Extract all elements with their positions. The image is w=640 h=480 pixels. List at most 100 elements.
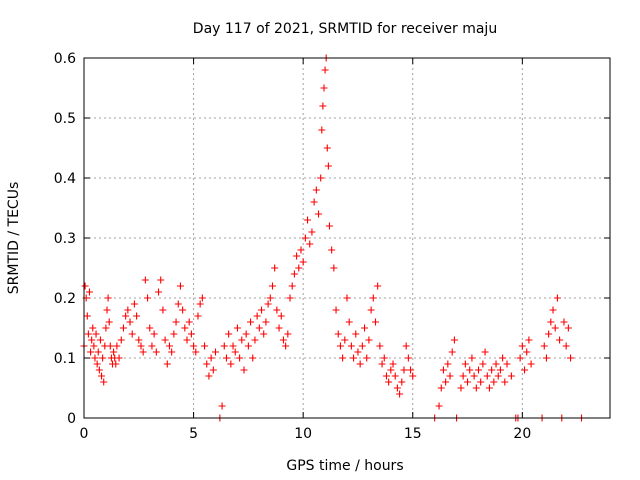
data-point <box>271 264 279 272</box>
data-point <box>347 342 355 350</box>
data-point <box>358 342 366 350</box>
data-point <box>378 360 386 368</box>
x-axis-label: GPS time / hours <box>286 458 403 474</box>
data-point <box>104 294 112 302</box>
data-point <box>376 342 384 350</box>
data-point <box>181 324 189 332</box>
data-point <box>90 342 98 350</box>
data-point <box>461 360 469 368</box>
data-point <box>150 330 158 338</box>
data-point <box>286 294 294 302</box>
y-tick-label: 0.6 <box>54 51 76 67</box>
data-point <box>218 402 226 410</box>
data-point <box>551 324 559 332</box>
data-point <box>205 372 213 380</box>
data-point <box>470 372 478 380</box>
data-point <box>240 366 248 374</box>
data-point <box>146 324 154 332</box>
data-point <box>336 342 344 350</box>
data-point <box>319 102 327 110</box>
data-point <box>91 354 99 362</box>
data-point <box>207 354 215 362</box>
data-point <box>488 366 496 374</box>
data-point <box>492 360 500 368</box>
data-point <box>341 336 349 344</box>
data-point <box>475 366 482 374</box>
data-point <box>315 210 323 218</box>
data-point <box>450 336 458 344</box>
data-point <box>258 306 266 314</box>
data-point <box>201 342 209 350</box>
data-point <box>251 336 259 344</box>
data-point <box>525 336 533 344</box>
data-point <box>396 390 404 398</box>
data-point <box>310 198 318 206</box>
data-point <box>385 378 393 386</box>
data-point <box>324 162 332 170</box>
data-points <box>80 54 586 422</box>
data-point <box>494 372 502 380</box>
data-point <box>106 342 114 350</box>
data-point <box>330 264 338 272</box>
data-point <box>466 366 474 374</box>
data-point <box>380 354 388 362</box>
data-point <box>437 384 445 392</box>
y-tick-label: 0.2 <box>54 291 76 307</box>
data-point <box>297 246 305 254</box>
data-point <box>567 354 575 362</box>
data-point <box>481 348 489 356</box>
data-point <box>284 330 292 338</box>
data-point <box>527 360 535 368</box>
data-point <box>152 348 160 356</box>
data-point <box>288 282 296 290</box>
data-point <box>260 330 268 338</box>
data-point <box>81 282 89 290</box>
data-point <box>507 372 515 380</box>
data-point <box>444 360 452 368</box>
data-point <box>545 330 553 338</box>
data-point <box>93 360 101 368</box>
data-point <box>268 282 276 290</box>
data-point <box>389 360 397 368</box>
data-point <box>523 348 531 356</box>
data-point <box>398 378 406 386</box>
data-point <box>562 342 570 350</box>
data-point <box>255 324 263 332</box>
data-point <box>233 324 241 332</box>
data-point <box>393 384 401 392</box>
x-tick-label: 15 <box>404 426 422 442</box>
data-point <box>323 144 331 152</box>
data-point <box>299 258 307 266</box>
data-point <box>187 330 195 338</box>
data-point <box>262 318 270 326</box>
data-point <box>306 240 314 248</box>
data-point <box>521 366 529 374</box>
data-point <box>144 294 152 302</box>
data-point <box>374 282 382 290</box>
data-point <box>222 354 230 362</box>
data-point <box>247 318 255 326</box>
data-point <box>113 342 121 350</box>
data-point <box>124 306 132 314</box>
data-point <box>479 360 487 368</box>
data-point <box>229 342 237 350</box>
data-point <box>92 330 100 338</box>
data-point <box>196 300 204 308</box>
data-point <box>198 294 206 302</box>
data-point <box>382 372 390 380</box>
data-point <box>227 360 235 368</box>
data-point <box>168 348 176 356</box>
data-point <box>334 330 342 338</box>
data-point <box>293 252 301 260</box>
data-point <box>409 372 417 380</box>
data-point <box>308 228 316 236</box>
chart-title: Day 117 of 2021, SRMTID for receiver maj… <box>193 21 497 37</box>
data-point <box>279 336 287 344</box>
data-point <box>332 306 340 314</box>
data-point <box>157 276 165 284</box>
data-point <box>84 330 92 338</box>
data-point <box>212 348 219 356</box>
data-point <box>317 174 325 182</box>
data-point <box>183 336 191 344</box>
